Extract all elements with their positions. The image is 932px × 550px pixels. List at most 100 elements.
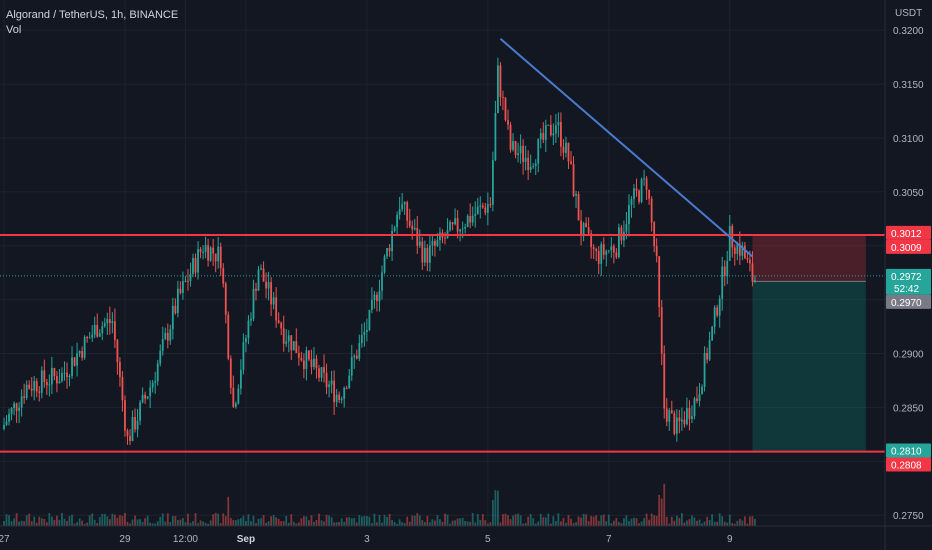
candle-body bbox=[754, 279, 756, 282]
candle-body bbox=[194, 258, 197, 273]
candle-body bbox=[373, 294, 376, 301]
volume-bar bbox=[519, 515, 522, 526]
volume-bar bbox=[131, 519, 134, 526]
candle-body bbox=[451, 222, 454, 225]
horizontal-levels[interactable] bbox=[0, 233, 885, 453]
volume-bar bbox=[189, 522, 192, 526]
volume-bar bbox=[696, 520, 698, 526]
candle-body bbox=[552, 133, 555, 136]
trendline[interactable] bbox=[499, 38, 754, 258]
volume-bar bbox=[486, 523, 489, 526]
candle-body bbox=[519, 145, 522, 154]
volume-bar bbox=[250, 521, 252, 526]
volume-bar bbox=[408, 521, 411, 526]
volume-bar bbox=[391, 519, 393, 526]
volume-bar bbox=[658, 494, 661, 526]
volume-bar bbox=[663, 483, 666, 526]
candle-body bbox=[486, 204, 489, 213]
candle-body bbox=[197, 249, 199, 273]
volume-bar bbox=[33, 516, 36, 526]
candle-body bbox=[426, 247, 429, 263]
candle-body bbox=[381, 272, 383, 291]
volume-bar bbox=[262, 515, 265, 526]
volume-bar bbox=[320, 520, 323, 526]
volume-bar bbox=[325, 514, 328, 526]
candle-body bbox=[507, 120, 509, 125]
take-profit-zone[interactable] bbox=[752, 281, 866, 451]
volume-bar bbox=[605, 521, 608, 526]
volume-bar bbox=[8, 515, 10, 526]
candle-body bbox=[675, 417, 678, 434]
candle-body bbox=[403, 202, 406, 205]
volume-bar bbox=[209, 520, 212, 526]
candle-body bbox=[504, 97, 507, 121]
volume-bar bbox=[86, 522, 89, 526]
volume-indicator-label[interactable]: Vol bbox=[6, 24, 22, 36]
candle-body bbox=[229, 358, 232, 388]
volume-bar bbox=[88, 515, 91, 526]
volume-bar bbox=[479, 519, 482, 526]
candle-body bbox=[66, 372, 68, 378]
symbol-title[interactable]: Algorand / TetherUS, 1h, BINANCE bbox=[6, 9, 179, 21]
volume-bar bbox=[245, 520, 247, 526]
volume-bar bbox=[156, 521, 159, 526]
volume-bar bbox=[318, 513, 320, 526]
stop-loss-zone[interactable] bbox=[752, 236, 866, 282]
candle-body bbox=[63, 372, 66, 374]
candle-body bbox=[290, 335, 293, 351]
candle-body bbox=[650, 198, 653, 223]
volume-bar bbox=[255, 523, 257, 526]
candle-body bbox=[61, 373, 63, 382]
candle-body bbox=[338, 394, 341, 400]
price-label-text: 0.2810 bbox=[891, 447, 922, 458]
candle-body bbox=[28, 384, 31, 389]
candle-body bbox=[275, 297, 278, 321]
short-position-tool[interactable] bbox=[0, 236, 885, 451]
volume-bar bbox=[680, 513, 683, 526]
candle-body bbox=[323, 367, 325, 373]
volume-bar bbox=[570, 518, 572, 526]
candle-body bbox=[40, 370, 43, 393]
volume-bar bbox=[333, 522, 336, 526]
volume-bar bbox=[567, 514, 570, 526]
volume-bar bbox=[204, 522, 207, 526]
candle-body bbox=[396, 214, 399, 228]
volume-bar bbox=[103, 513, 106, 526]
volume-bar bbox=[277, 518, 280, 526]
candle-body bbox=[738, 243, 741, 256]
volume-bar bbox=[491, 499, 494, 526]
descending-trendline[interactable] bbox=[499, 38, 754, 258]
candle-body bbox=[454, 218, 456, 225]
y-tick-label: 0.2750 bbox=[893, 511, 924, 522]
candle-body bbox=[640, 179, 643, 202]
volume-bar bbox=[401, 522, 404, 526]
volume-bar bbox=[83, 523, 86, 526]
volume-bar bbox=[403, 523, 406, 526]
volume-bar bbox=[295, 523, 298, 526]
volume-bar bbox=[179, 519, 182, 526]
volume-bar bbox=[365, 516, 368, 526]
volume-bar bbox=[736, 520, 739, 526]
candle-body bbox=[572, 163, 575, 196]
volume-bar bbox=[444, 513, 446, 526]
volume-bar bbox=[423, 522, 426, 526]
volume-bar bbox=[184, 522, 187, 526]
x-tick-label: 12:00 bbox=[173, 534, 198, 545]
candle-body bbox=[461, 228, 464, 230]
candle-body bbox=[174, 305, 177, 314]
volume-bar bbox=[58, 519, 61, 526]
volume-bar bbox=[746, 523, 749, 526]
volume-bar bbox=[98, 517, 101, 526]
candle-body bbox=[517, 153, 519, 156]
volume-bar bbox=[602, 514, 605, 526]
volume-bar bbox=[275, 517, 278, 526]
candle-body bbox=[418, 241, 421, 246]
candle-body bbox=[499, 65, 502, 97]
volume-bar bbox=[580, 517, 582, 526]
candle-body bbox=[134, 417, 136, 430]
chart-legend: Algorand / TetherUS, 1h, BINANCE Vol bbox=[6, 8, 178, 38]
candle-body bbox=[20, 396, 23, 408]
candle-body bbox=[227, 314, 230, 359]
